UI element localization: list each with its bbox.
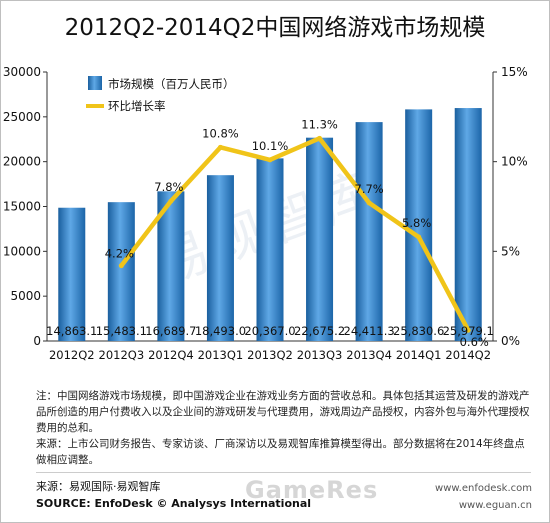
x-tick-label: 2012Q3 [99,348,145,362]
line-point [168,198,174,204]
y-left-tick-label: 0 [33,334,41,348]
site-links: www.enfodesk.com www.eguan.cn [435,480,532,514]
growth-value-label: 11.3% [301,117,338,131]
bar [58,207,86,341]
legend-bar-swatch [88,76,102,90]
line-point [267,157,273,163]
y-left-tick-label: 5000 [10,289,41,303]
y-left-tick-label: 30000 [3,65,41,79]
note-source: 来源：上市公司财务报告、专家访谈、厂商深访以及易观智库推算模型得出。部分数据将在… [36,438,525,466]
legend: 市场规模（百万人民币） 环比增长率 [86,76,235,113]
chart-svg: 0 5000 10000 15000 20000 25000 30000 0% 5% 10% 15%… [3,65,528,362]
bar-value-label: 15,483.1 [96,324,147,338]
site-enfodesk: www.enfodesk.com [435,483,532,494]
growth-value-label: 10.1% [252,139,289,153]
bars [58,108,482,342]
growth-value-label: 0.6% [460,335,489,349]
bar [107,202,135,341]
bar [206,175,234,341]
divider [36,472,531,473]
y-left-tick-label: 15000 [3,200,41,214]
line-point [465,327,471,333]
line-point [366,200,372,206]
y-right-tick-label: 5% [501,244,520,258]
x-tick-label: 2012Q2 [49,348,95,362]
x-tick-label: 2014Q1 [396,348,442,362]
source-line-en: SOURCE: EnfoDesk © Analysys Internationa… [36,497,312,510]
x-tick-label: 2013Q2 [247,348,293,362]
y-left-tick-label: 20000 [3,155,41,169]
bar-value-label: 14,863.1 [46,324,97,338]
growth-value-label: 7.8% [154,180,183,194]
note-definition: 注：中国网络游戏市场规模，即中国游戏企业在游戏业务方面的营收总和。具体包括其运营… [36,390,530,434]
growth-line [118,135,471,333]
bar-value-label: 16,689.7 [145,324,196,338]
y-right-tick-label: 15% [501,65,528,79]
site-eguan: www.eguan.cn [458,500,532,511]
bar [256,158,284,341]
line-point [118,263,124,269]
x-tick-label: 2014Q2 [445,348,491,362]
y-left-tick-label: 25000 [3,110,41,124]
growth-value-label: 10.8% [202,126,239,140]
bar [454,108,482,341]
bar [355,122,383,342]
line-point [217,144,223,150]
line-point [416,234,422,240]
x-tick-label: 2013Q4 [346,348,392,362]
bar-value-label: 25,979.1 [443,324,494,338]
source-line-cn: 来源：易观国际·易观智库 [36,480,161,493]
bar-value-label: 24,411.3 [344,324,395,338]
data-labels: 14,863.115,483.116,689.718,493.020,367.0… [46,117,494,349]
bar [405,109,433,341]
legend-bar-label: 市场规模（百万人民币） [108,77,235,91]
x-tick-label: 2013Q3 [297,348,343,362]
sources: 来源：易观国际·易观智库 SOURCE: EnfoDesk © Analysys… [36,478,311,512]
line-point [317,135,323,141]
bar-value-label: 18,493.0 [195,324,246,338]
legend-line-label: 环比增长率 [108,99,166,113]
y-left-tick-label: 10000 [3,244,41,258]
x-tick-label: 2012Q4 [148,348,194,362]
notes: 注：中国网络游戏市场规模，即中国游戏企业在游戏业务方面的营收总和。具体包括其运营… [36,388,531,468]
bar-value-label: 25,830.6 [393,324,444,338]
growth-value-label: 7.7% [355,182,384,196]
y-right-tick-label: 0% [501,334,520,348]
bar-value-label: 20,367.0 [244,324,295,338]
gameres-watermark: GameRes [245,476,379,504]
x-tick-label: 2013Q1 [198,348,244,362]
growth-value-label: 5.8% [402,216,431,230]
growth-value-label: 4.2% [105,247,134,261]
y-right-tick-label: 10% [501,155,528,169]
bar-value-label: 22,675.2 [294,324,345,338]
bar [306,137,334,341]
growth-line-path [119,136,471,332]
chart-title: 2012Q2-2014Q2中国网络游戏市场规模 [64,15,486,41]
